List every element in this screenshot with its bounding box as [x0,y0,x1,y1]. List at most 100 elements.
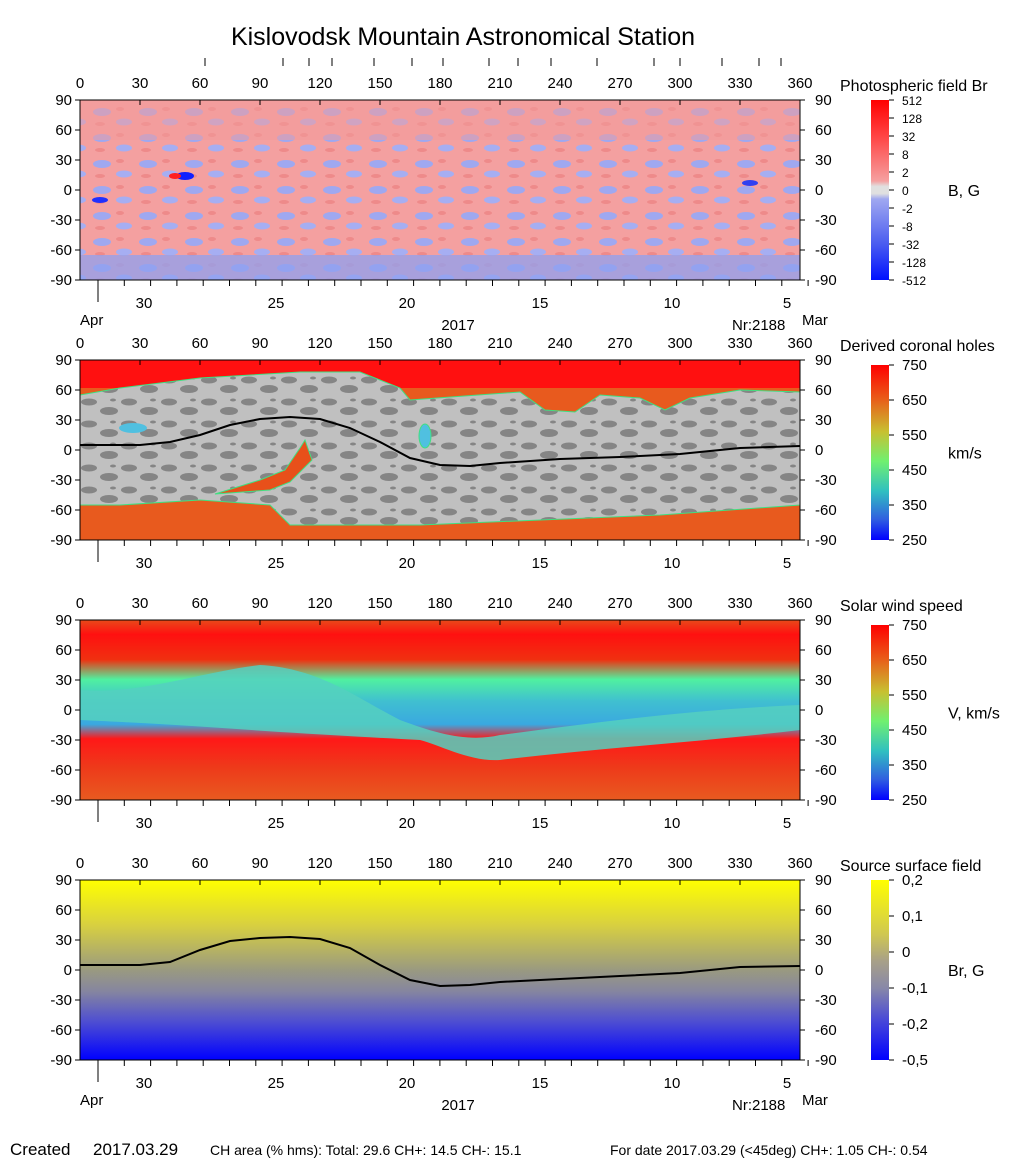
x-tick-label: 240 [547,855,572,872]
x-tick-label: 360 [787,335,812,352]
colorbar-tick-label: 550 [902,427,927,444]
y-tick-label: 60 [55,122,72,139]
x-tick-label: 0 [76,75,84,92]
x-tick-label: 0 [76,595,84,612]
colorbar-tick-label: 750 [902,617,927,634]
y-tick-label-right: 90 [815,872,832,889]
y-tick-label-right: 60 [815,902,832,919]
figure-title: Kislovodsk Mountain Astronomical Station [231,23,695,51]
y-tick-label-right: -90 [815,532,837,549]
colorbar-gradient [871,365,889,540]
y-tick-label-right: -30 [815,732,837,749]
colorbar-tick-label: 750 [902,357,927,374]
y-tick-label: -90 [50,532,72,549]
panel-title: Photospheric field Br [840,78,988,95]
colorbar-tick-label: 0,1 [902,908,923,925]
x-tick-label: 30 [132,595,149,612]
panel-title: Source surface field [840,858,981,875]
x-tick-label: 210 [487,75,512,92]
colorbar-photospheric [871,100,889,280]
y-tick-label: -90 [50,1052,72,1069]
year-label: 2017 [441,317,474,334]
neutral-line [80,415,801,468]
y-tick-label-right: -30 [815,212,837,229]
x-tick-label: 60 [192,335,209,352]
x-tick-label: 30 [132,855,149,872]
ch-small-hole [119,423,147,433]
x-tick-label: 60 [192,855,209,872]
x-tick-label: 180 [427,595,452,612]
date-tick-label: 25 [268,295,285,312]
colorbar-tick-label: 350 [902,497,927,514]
colorbar-tick-label: -32 [902,238,920,252]
br-active-region-neg [92,197,108,203]
x-tick-label: 360 [787,855,812,872]
x-tick-label: 240 [547,75,572,92]
date-tick-label: 15 [532,295,549,312]
y-tick-label-right: 90 [815,612,832,629]
date-tick-label: 5 [783,555,791,572]
y-tick-label: -30 [50,732,72,749]
rotation-number: Nr:2188 [732,1097,785,1114]
year-label: 2017 [441,1097,474,1114]
x-tick-label: 330 [727,335,752,352]
x-tick-label: 60 [192,75,209,92]
y-tick-label: -90 [50,272,72,289]
date-tick-label: 5 [783,295,791,312]
x-tick-label: 90 [252,855,269,872]
y-tick-label-right: 60 [815,642,832,659]
colorbar-tick-label: 250 [902,792,927,809]
ch-equatorial-hole [214,438,313,495]
created-date: 2017.03.29 [93,1140,179,1159]
y-tick-label-right: 0 [815,182,823,199]
y-tick-label: 90 [55,352,72,369]
y-tick-label: 60 [55,642,72,659]
colorbar-unit-label: Br, G [948,963,984,980]
colorbar-tick-label: 8 [902,148,909,162]
colorbar-tick-label: 512 [902,94,922,108]
month-label-right: Mar [802,1092,828,1109]
date-tick-label: 25 [268,555,285,572]
colorbar-gradient [871,880,889,1060]
x-tick-label: 120 [307,855,332,872]
x-tick-label: 120 [307,75,332,92]
colorbar-gradient [871,625,889,800]
date-tick-label: 15 [532,1075,549,1092]
br-active-region-pos [169,173,181,179]
x-tick-label: 90 [252,595,269,612]
x-tick-label: 90 [252,335,269,352]
colorbar-tick-label: 2 [902,166,909,180]
y-tick-label-right: -30 [815,472,837,489]
y-tick-label: 0 [64,702,72,719]
date-tick-label: 10 [664,815,681,832]
x-tick-label: 240 [547,335,572,352]
y-tick-label: 60 [55,902,72,919]
y-tick-label: 30 [55,152,72,169]
solar-synoptic-figure: Kislovodsk Mountain Astronomical Station [50,23,1000,1114]
y-tick-label: -30 [50,472,72,489]
x-tick-label: 180 [427,75,452,92]
y-tick-label-right: -30 [815,992,837,1009]
x-tick-label: 300 [667,335,692,352]
date-tick-label: 5 [783,1075,791,1092]
colorbar-tick-label: -0,5 [902,1052,928,1069]
month-label-left: Apr [80,312,103,329]
x-tick-label: 360 [787,595,812,612]
panel-title: Solar wind speed [840,598,963,615]
date-tick-label: 15 [532,815,549,832]
date-tick-label: 15 [532,555,549,572]
y-tick-label: -60 [50,1022,72,1039]
ch-small-hole [418,423,432,449]
y-tick-label: -60 [50,502,72,519]
x-tick-label: 330 [727,855,752,872]
colorbar-tick-label: 450 [902,462,927,479]
y-tick-label: 0 [64,442,72,459]
y-tick-label: 90 [55,612,72,629]
colorbar-tick-label: 128 [902,112,922,126]
slow-wind-belt [80,665,800,761]
y-tick-label-right: 30 [815,932,832,949]
y-tick-label-right: 30 [815,672,832,689]
colorbar-tick-label: 350 [902,757,927,774]
x-tick-label: 150 [367,75,392,92]
date-tick-label: 5 [783,815,791,832]
